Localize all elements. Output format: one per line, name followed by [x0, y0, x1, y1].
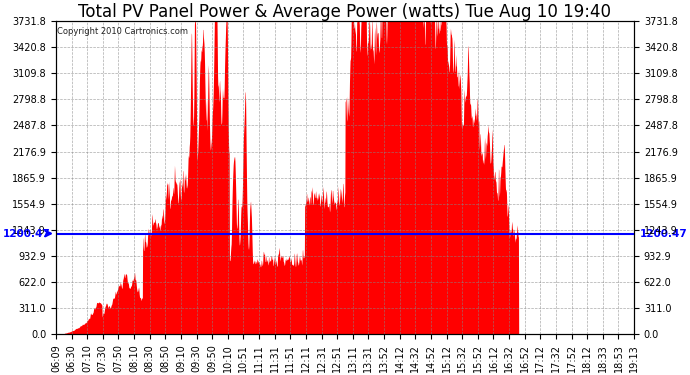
- Title: Total PV Panel Power & Average Power (watts) Tue Aug 10 19:40: Total PV Panel Power & Average Power (wa…: [79, 3, 611, 21]
- Text: 1200.47: 1200.47: [2, 228, 50, 238]
- Text: Copyright 2010 Cartronics.com: Copyright 2010 Cartronics.com: [57, 27, 188, 36]
- Text: 1200.47: 1200.47: [640, 228, 688, 238]
